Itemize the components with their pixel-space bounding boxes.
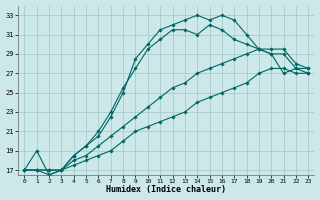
X-axis label: Humidex (Indice chaleur): Humidex (Indice chaleur) (106, 185, 226, 194)
